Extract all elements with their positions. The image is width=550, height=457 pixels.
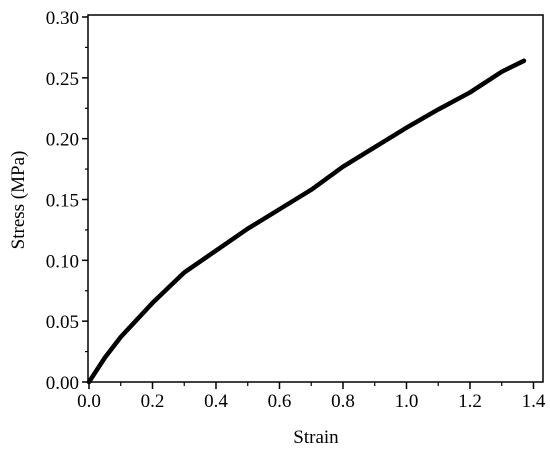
x-tick-label: 0.0 xyxy=(77,391,101,412)
plot-frame xyxy=(87,14,544,383)
x-tick-label: 0.4 xyxy=(204,391,228,412)
x-tick-label: 0.6 xyxy=(268,391,292,412)
data-line xyxy=(86,58,527,385)
x-tick-label: 0.8 xyxy=(331,391,355,412)
y-tick-label: 0.05 xyxy=(46,312,79,333)
y-axis-label: Stress (MPa) xyxy=(8,151,29,250)
x-axis-label: Strain xyxy=(293,427,339,448)
x-tick-label: 0.2 xyxy=(141,391,165,412)
y-tick-label: 0.20 xyxy=(46,130,79,151)
x-tick-label: 1.4 xyxy=(522,391,546,412)
x-tick-label: 1.2 xyxy=(458,391,482,412)
y-tick-label: 0.25 xyxy=(46,69,79,90)
y-tick-label: 0.00 xyxy=(46,373,79,394)
x-tick-label: 1.0 xyxy=(395,391,419,412)
y-tick-label: 0.30 xyxy=(46,8,79,29)
y-tick-label: 0.10 xyxy=(46,251,79,272)
y-tick-label: 0.15 xyxy=(46,191,79,212)
